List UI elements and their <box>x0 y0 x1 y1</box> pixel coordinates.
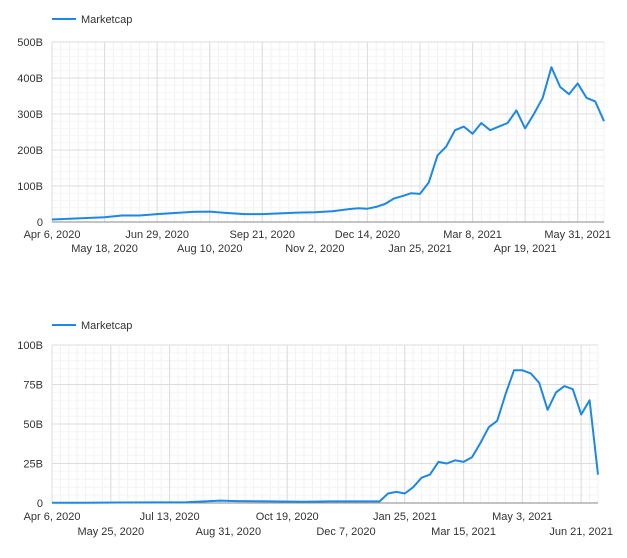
y-tick-label: 50B <box>23 419 43 431</box>
x-tick-label: Jul 13, 2020 <box>140 511 200 523</box>
x-tick-label: Aug 10, 2020 <box>177 243 242 255</box>
y-tick-label: 100B <box>17 181 43 193</box>
marketcap-series-line <box>51 66 605 221</box>
marketcap-chart-bottom: 0 25B 50B 75B 100B Apr 6, 2020 Jul 13, 2020 Oct… <box>17 320 613 538</box>
legend-top[interactable]: Marketcap <box>52 14 132 26</box>
x-tick-label: Sep 21, 2020 <box>230 229 295 241</box>
y-tick-label: 500B <box>17 37 43 49</box>
x-tick-label: Jan 25, 2021 <box>373 511 437 523</box>
marketcap-series-line <box>52 369 599 504</box>
x-tick-label: Jan 25, 2021 <box>388 243 452 255</box>
y-tick-label: 200B <box>17 145 43 157</box>
y-tick-label: 25B <box>23 459 43 471</box>
plot-top <box>51 66 605 221</box>
x-tick-label: May 18, 2020 <box>71 243 138 255</box>
y-tick-label: 0 <box>37 217 43 229</box>
grid-bottom <box>51 344 599 504</box>
x-tick-label: Dec 7, 2020 <box>316 526 375 538</box>
x-tick-label: Mar 8, 2021 <box>443 229 502 241</box>
x-tick-label: Dec 14, 2020 <box>335 229 400 241</box>
x-tick-label: Jun 21, 2021 <box>549 526 613 538</box>
x-tick-label: Aug 31, 2020 <box>196 526 261 538</box>
y-tick-label: 75B <box>23 380 43 392</box>
y-tick-label: 0 <box>37 498 43 510</box>
x-tick-label: Apr 6, 2020 <box>24 229 81 241</box>
x-tick-label: Jun 29, 2020 <box>125 229 189 241</box>
y-tick-label: 400B <box>17 73 43 85</box>
x-tick-label: Mar 15, 2021 <box>431 526 496 538</box>
axes-bottom: 0 25B 50B 75B 100B Apr 6, 2020 Jul 13, 2020 Oct… <box>17 340 613 538</box>
legend-bottom[interactable]: Marketcap <box>52 320 132 332</box>
grid-top <box>51 41 605 223</box>
x-tick-label: Oct 19, 2020 <box>256 511 319 523</box>
x-tick-label: Apr 19, 2021 <box>494 243 557 255</box>
legend-label: Marketcap <box>81 320 132 332</box>
y-tick-label: 100B <box>17 340 43 352</box>
axes-top: 0 100B 200B 300B 400B 500B Apr 6, 2020 Jun 29, … <box>17 37 611 255</box>
y-tick-label: 300B <box>17 109 43 121</box>
legend-label: Marketcap <box>81 14 132 26</box>
x-tick-label: May 3, 2021 <box>492 511 553 523</box>
x-tick-label: May 31, 2021 <box>544 229 611 241</box>
plot-bottom <box>52 369 599 504</box>
x-tick-label: Apr 6, 2020 <box>24 511 81 523</box>
x-tick-label: Nov 2, 2020 <box>285 243 344 255</box>
marketcap-chart-top: 0 100B 200B 300B 400B 500B Apr 6, 2020 Jun 29, … <box>17 14 611 255</box>
x-tick-label: May 25, 2020 <box>77 526 144 538</box>
